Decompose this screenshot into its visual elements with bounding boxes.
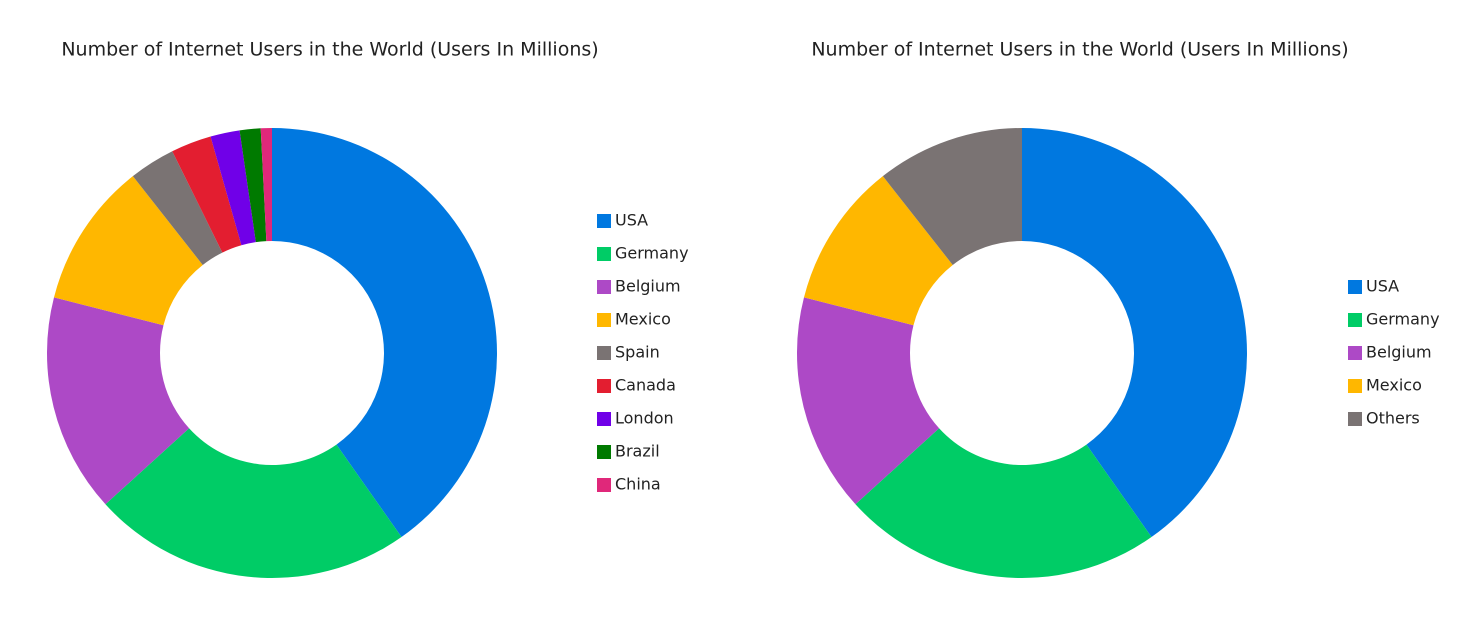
legend-swatch xyxy=(597,214,611,228)
legend-label: Mexico xyxy=(1366,376,1422,395)
legend-swatch xyxy=(597,247,611,261)
donut-slice xyxy=(172,136,242,253)
donut-slice xyxy=(272,128,498,538)
donut-slice xyxy=(855,428,1152,579)
legend-swatch xyxy=(597,412,611,426)
donut-slice xyxy=(1022,128,1248,538)
legend-swatch xyxy=(597,379,611,393)
legend-swatch xyxy=(1348,346,1362,360)
donut-slice xyxy=(797,297,940,505)
legend-label: Germany xyxy=(1366,310,1440,329)
donut-slice xyxy=(803,176,953,326)
chart-title: Number of Internet Users in the World (U… xyxy=(61,39,598,61)
legend-label: Spain xyxy=(615,343,660,362)
donut-slice xyxy=(210,130,256,246)
donut-slice xyxy=(46,297,190,505)
legend-swatch xyxy=(1348,313,1362,327)
legend-label: China xyxy=(615,475,661,494)
legend-swatch xyxy=(597,313,611,327)
donut-slice xyxy=(105,428,402,579)
legend-label: Brazil xyxy=(615,442,660,461)
donut-slice xyxy=(882,128,1022,265)
legend-label: Belgium xyxy=(1366,343,1432,362)
legend-label: USA xyxy=(615,211,648,230)
legend-swatch xyxy=(1348,379,1362,393)
legend-swatch xyxy=(597,346,611,360)
legend-label: London xyxy=(615,409,674,428)
donut-slice xyxy=(132,151,223,265)
legend-swatch xyxy=(597,445,611,459)
legend-swatch xyxy=(1348,412,1362,426)
chart-title: Number of Internet Users in the World (U… xyxy=(811,39,1348,61)
legend-label: Germany xyxy=(615,244,689,263)
legend-label: Belgium xyxy=(615,277,681,296)
donut-slice xyxy=(260,128,272,242)
donut-slice xyxy=(239,128,267,243)
legend-label: Others xyxy=(1366,409,1420,428)
legend-swatch xyxy=(597,280,611,294)
legend-swatch xyxy=(1348,280,1362,294)
donut-slice xyxy=(53,176,203,326)
legend-label: Canada xyxy=(615,376,676,395)
legend-label: Mexico xyxy=(615,310,671,329)
legend-label: USA xyxy=(1366,277,1399,296)
legend-swatch xyxy=(597,478,611,492)
